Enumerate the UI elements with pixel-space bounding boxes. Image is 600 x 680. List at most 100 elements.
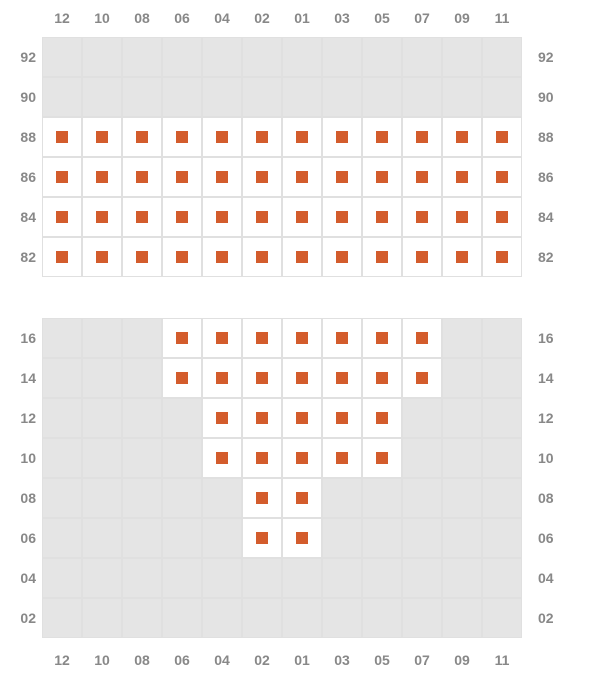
seat-cell-occupied[interactable] [282, 157, 322, 197]
row-label-right: 86 [532, 157, 560, 197]
seat-cell-occupied[interactable] [402, 318, 442, 358]
column-label-bottom: 09 [442, 652, 482, 668]
seat-cell-occupied[interactable] [242, 117, 282, 157]
seat-cell-occupied[interactable] [202, 438, 242, 478]
seat-cell-occupied[interactable] [242, 157, 282, 197]
seat-cell-occupied[interactable] [282, 358, 322, 398]
seat-cell-occupied[interactable] [322, 237, 362, 277]
seat-cell-occupied[interactable] [242, 518, 282, 558]
seat-cell-occupied[interactable] [122, 117, 162, 157]
seat-cell-occupied[interactable] [202, 398, 242, 438]
seat-cell-occupied[interactable] [242, 478, 282, 518]
seat-cell-occupied[interactable] [362, 157, 402, 197]
seat-cell-occupied[interactable] [282, 237, 322, 277]
seat-cell-empty [322, 77, 362, 117]
column-label-top: 05 [362, 10, 402, 26]
column-label-bottom: 03 [322, 652, 362, 668]
seat-cell-occupied[interactable] [362, 197, 402, 237]
seat-cell-occupied[interactable] [42, 197, 82, 237]
seat-cell-occupied[interactable] [322, 157, 362, 197]
seat-cell-occupied[interactable] [402, 117, 442, 157]
seat-cell-occupied[interactable] [162, 197, 202, 237]
seat-cell-empty [322, 37, 362, 77]
seat-cell-occupied[interactable] [242, 237, 282, 277]
seat-cell-occupied[interactable] [202, 157, 242, 197]
seat-cell-occupied[interactable] [162, 157, 202, 197]
seat-cell-occupied[interactable] [242, 358, 282, 398]
seat-cell-occupied[interactable] [442, 237, 482, 277]
seat-cell-occupied[interactable] [82, 197, 122, 237]
seat-cell-occupied[interactable] [442, 197, 482, 237]
seat-cell-occupied[interactable] [82, 117, 122, 157]
column-label-bottom: 02 [242, 652, 282, 668]
seat-cell-occupied[interactable] [482, 237, 522, 277]
row-label-left: 90 [10, 77, 38, 117]
seat-cell-empty [442, 37, 482, 77]
seat-cell-occupied[interactable] [362, 358, 402, 398]
seat-cell-occupied[interactable] [282, 398, 322, 438]
seat-cell-occupied[interactable] [242, 318, 282, 358]
seat-cell-empty [162, 598, 202, 638]
seat-cell-occupied[interactable] [162, 318, 202, 358]
seat-cell-occupied[interactable] [202, 318, 242, 358]
seat-cell-occupied[interactable] [162, 237, 202, 277]
row-label-left: 04 [10, 558, 38, 598]
seat-cell-occupied[interactable] [162, 117, 202, 157]
row-label-left: 16 [10, 318, 38, 358]
seat-cell-occupied[interactable] [162, 358, 202, 398]
seat-cell-occupied[interactable] [122, 237, 162, 277]
seat-cell-occupied[interactable] [322, 358, 362, 398]
seat-cell-empty [42, 37, 82, 77]
seat-cell-occupied[interactable] [442, 117, 482, 157]
seat-cell-occupied[interactable] [402, 157, 442, 197]
seat-cell-occupied[interactable] [322, 117, 362, 157]
seat-cell-empty [242, 37, 282, 77]
seat-cell-empty [42, 438, 82, 478]
seat-cell-occupied[interactable] [82, 157, 122, 197]
seat-cell-occupied[interactable] [282, 478, 322, 518]
seat-cell-occupied[interactable] [282, 438, 322, 478]
seat-cell-occupied[interactable] [282, 117, 322, 157]
seat-cell-occupied[interactable] [362, 117, 402, 157]
seat-cell-occupied[interactable] [482, 117, 522, 157]
seat-cell-occupied[interactable] [362, 398, 402, 438]
seat-cell-occupied[interactable] [242, 398, 282, 438]
seat-cell-empty [482, 358, 522, 398]
seat-cell-empty [42, 598, 82, 638]
seat-cell-occupied[interactable] [122, 197, 162, 237]
seat-cell-empty [42, 478, 82, 518]
seat-cell-occupied[interactable] [202, 358, 242, 398]
seat-cell-occupied[interactable] [362, 438, 402, 478]
seat-cell-occupied[interactable] [322, 438, 362, 478]
seat-cell-occupied[interactable] [42, 117, 82, 157]
seat-cell-occupied[interactable] [122, 157, 162, 197]
seat-cell-occupied[interactable] [202, 117, 242, 157]
seat-cell-occupied[interactable] [322, 197, 362, 237]
row-label-right: 10 [532, 438, 560, 478]
seat-cell-occupied[interactable] [42, 157, 82, 197]
seat-cell-occupied[interactable] [242, 438, 282, 478]
seat-cell-empty [122, 438, 162, 478]
seat-cell-empty [482, 558, 522, 598]
seat-cell-occupied[interactable] [482, 157, 522, 197]
seat-cell-occupied[interactable] [402, 237, 442, 277]
seat-cell-empty [402, 37, 442, 77]
seat-cell-occupied[interactable] [282, 197, 322, 237]
seat-cell-empty [162, 398, 202, 438]
seat-cell-occupied[interactable] [42, 237, 82, 277]
seat-cell-occupied[interactable] [202, 237, 242, 277]
seat-cell-occupied[interactable] [202, 197, 242, 237]
seat-cell-occupied[interactable] [402, 358, 442, 398]
seat-cell-occupied[interactable] [282, 318, 322, 358]
seat-cell-occupied[interactable] [362, 318, 402, 358]
seat-cell-empty [442, 318, 482, 358]
seat-cell-occupied[interactable] [322, 318, 362, 358]
seat-cell-occupied[interactable] [82, 237, 122, 277]
seat-cell-occupied[interactable] [362, 237, 402, 277]
seat-cell-occupied[interactable] [282, 518, 322, 558]
seat-cell-occupied[interactable] [402, 197, 442, 237]
seat-cell-occupied[interactable] [442, 157, 482, 197]
seat-cell-occupied[interactable] [322, 398, 362, 438]
seat-cell-occupied[interactable] [242, 197, 282, 237]
seat-cell-occupied[interactable] [482, 197, 522, 237]
